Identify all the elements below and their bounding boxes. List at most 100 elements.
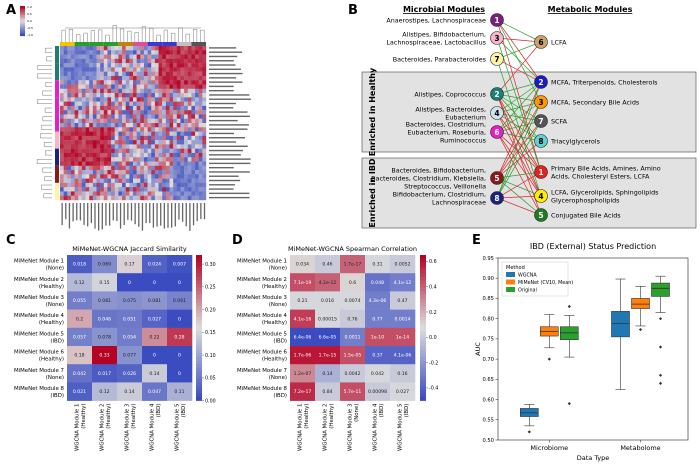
heatmap-a-cell [103, 118, 108, 124]
box-body [631, 298, 650, 309]
heatmap-a-cell [78, 148, 83, 154]
heatmap-a-cell [129, 161, 134, 166]
colorbar-a-segment [20, 16, 25, 19]
heatmap-a-cell [70, 71, 75, 77]
spearman-row-label-line: MiMeNet Module 5 [237, 331, 287, 337]
heatmap-a-cell [184, 118, 188, 124]
panel-a-clustered-heatmap: 1.00.50.0-0.5-1.0 [20, 5, 251, 231]
dendrogram-side-branch [45, 150, 52, 156]
heatmap-a-cell [85, 182, 90, 188]
jaccard-cell [167, 327, 193, 347]
spearman-row-label: MiMeNet Module 5 (IBD) [237, 331, 287, 344]
heatmap-a-cell [158, 71, 163, 77]
heatmap-a-cell [140, 127, 145, 132]
heatmap-a-cell [122, 148, 126, 154]
heatmap-a-cell [162, 75, 167, 81]
jaccard-colorbar-segment [196, 255, 202, 259]
heatmap-a-cell [165, 144, 170, 149]
heatmap-a-cell [100, 88, 104, 94]
heatmap-a-cell [92, 157, 97, 162]
row-label-a [209, 145, 248, 147]
spearman-colorbar-segment [420, 378, 426, 383]
heatmap-a-cell [118, 148, 123, 154]
heatmap-a-cell [107, 127, 112, 132]
heatmap-a-cell [122, 118, 126, 124]
heatmap-a-cell [151, 54, 156, 60]
heatmap-a-cell [184, 157, 188, 162]
heatmap-a-cell [67, 165, 72, 171]
heatmap-a-cell [187, 118, 192, 124]
spearman-value-label: 1.7e-17 [344, 262, 362, 268]
heatmap-a-cell [140, 157, 145, 162]
heatmap-a-cell [198, 165, 203, 171]
heatmap-a-cell [198, 157, 203, 162]
heatmap-a-cell [85, 144, 90, 149]
heatmap-a-cell [140, 152, 145, 158]
heatmap-a-cell [96, 144, 101, 149]
heatmap-a-cell [173, 110, 177, 115]
heatmap-a-cell [100, 63, 104, 68]
jaccard-colorbar-segment [196, 386, 202, 390]
heatmap-a-cell [187, 127, 192, 132]
heatmap-a-cell [143, 170, 148, 175]
heatmap-a-cell [169, 110, 174, 115]
heatmap-a-cell [133, 148, 137, 154]
heatmap-a-cell [129, 114, 134, 119]
heatmap-a-cell [60, 182, 64, 188]
heatmap-a-cell [129, 195, 134, 201]
jaccard-colorbar-segment [196, 389, 202, 394]
heatmap-a-cell [202, 88, 207, 94]
heatmap-a-cell [74, 84, 79, 89]
heatmap-a-cell [147, 174, 152, 179]
heatmap-a-cell [184, 182, 188, 188]
spearman-cell [365, 255, 391, 274]
heatmap-a-cell [162, 148, 167, 154]
dendrogram-side-branch [40, 133, 52, 139]
heatmap-a-cell [100, 178, 104, 184]
heatmap-a-cell [165, 71, 170, 77]
heatmap-a-cell [85, 80, 90, 85]
row-label-a [209, 102, 236, 105]
col-label-a [203, 203, 206, 220]
spearman-cell [390, 346, 416, 365]
heatmap-a-cell [125, 88, 130, 94]
heatmap-a-cell [103, 161, 108, 166]
y-tick-label: 0.50 [482, 438, 494, 444]
metabolic-node-2 [534, 75, 548, 89]
heatmap-a-cell [89, 191, 94, 196]
heatmap-a-cell [89, 97, 94, 102]
network-edge [496, 81, 542, 179]
heatmap-a-cell [195, 88, 199, 94]
heatmap-a-cell [89, 152, 94, 158]
heatmap-a-cell [63, 67, 68, 72]
heatmap-a-cell [107, 131, 112, 137]
heatmap-a-cell [191, 118, 196, 124]
heatmap-a-cell [184, 50, 188, 55]
spearman-colorbar-tick-label: 0.0 [429, 335, 437, 341]
heatmap-a-cell [151, 88, 156, 94]
jaccard-colorbar-segment [196, 269, 202, 274]
heatmap-a-cell [151, 50, 156, 55]
heatmap-a-cell [92, 182, 97, 188]
heatmap-a-cell [136, 71, 141, 77]
heatmap-a-cell [63, 191, 68, 196]
jaccard-cell [117, 273, 143, 292]
heatmap-a-cell [78, 140, 83, 145]
jaccard-colorbar-segment [196, 265, 202, 270]
heatmap-a-cell [85, 161, 90, 166]
heatmap-a-cell [151, 63, 156, 68]
spearman-colorbar-segment [420, 386, 426, 390]
heatmap-a-cell [122, 191, 126, 196]
heatmap-a-cell [133, 88, 137, 94]
jaccard-value-label: 0.057 [73, 335, 86, 341]
heatmap-a-cell [180, 174, 185, 179]
heatmap-a-cell [60, 148, 64, 154]
heatmap-a-cell [85, 187, 90, 192]
heatmap-a-cell [92, 46, 97, 51]
jaccard-colorbar-segment [196, 327, 202, 332]
heatmap-a-cell [78, 50, 83, 55]
heatmap-a-cell [89, 84, 94, 89]
legend-entry: MiMeNet (CV10, Mean) [518, 280, 573, 286]
